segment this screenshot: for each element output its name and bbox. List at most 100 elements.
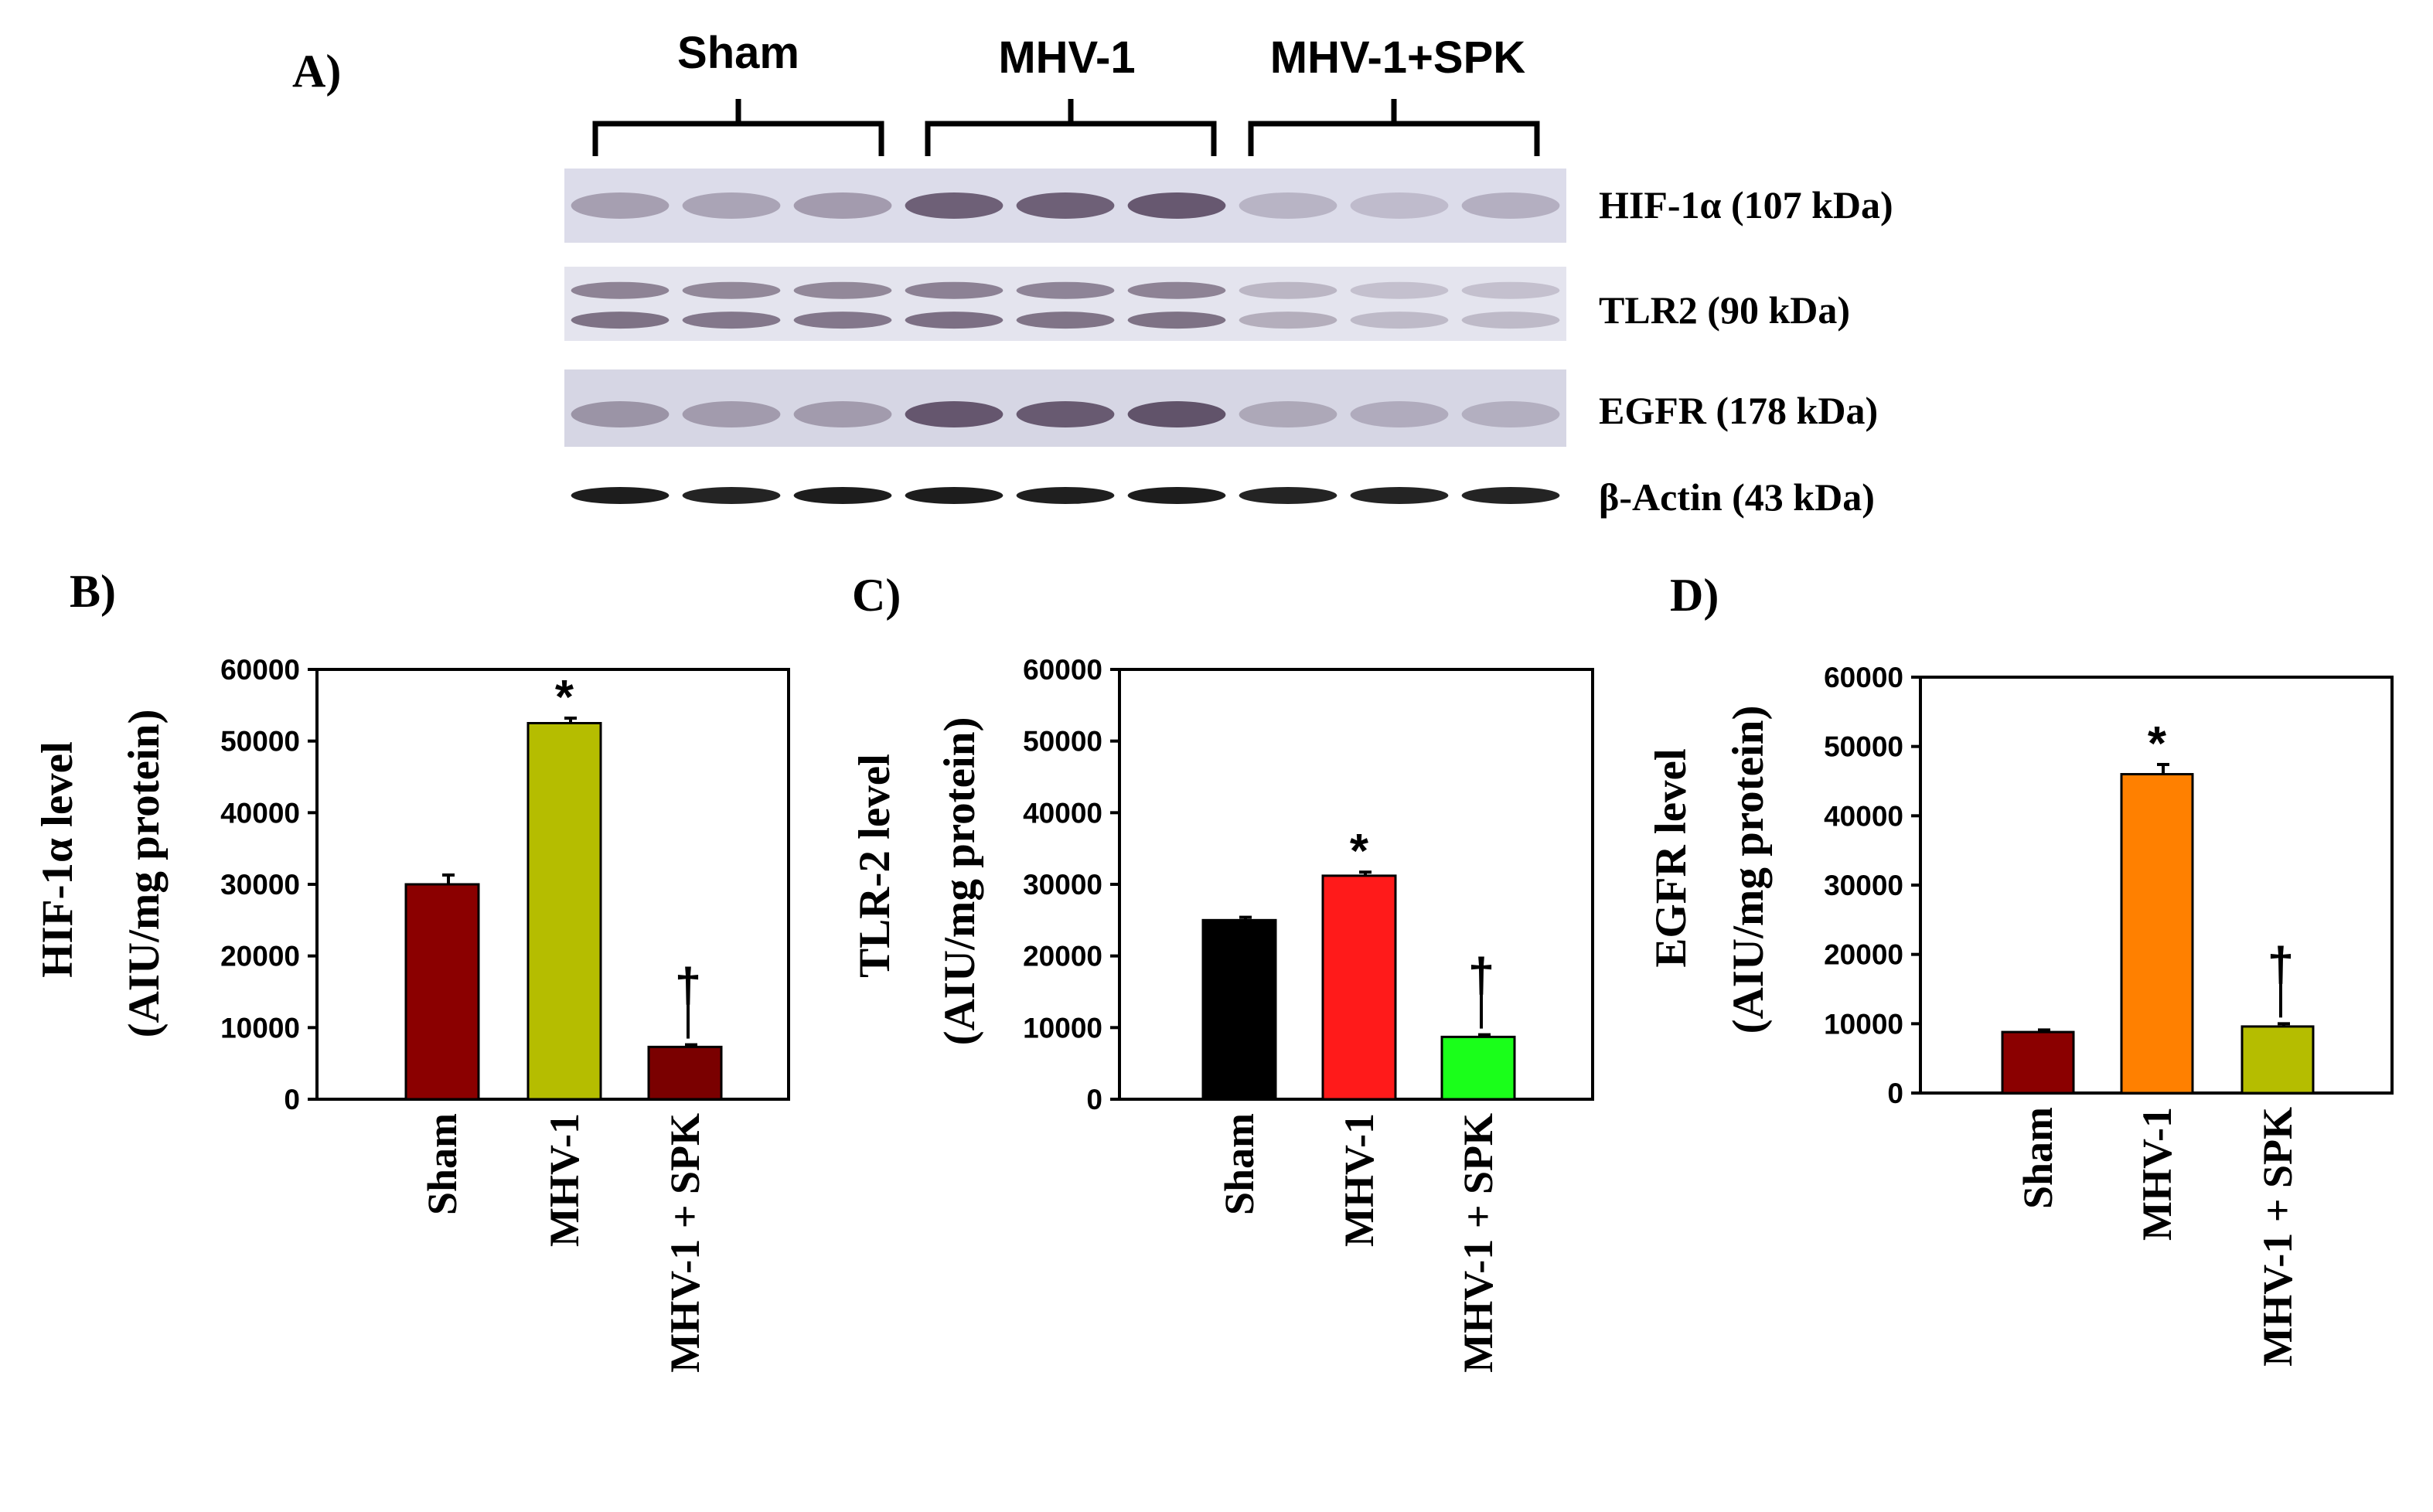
blot-panel: A) Sham MHV-1 MHV-1+SPK HIF-1α (107 kDa)… [292,28,1893,519]
blot-band [1461,401,1560,427]
y-tick-label: 40000 [1023,797,1102,829]
bar [2001,1030,2075,1095]
bracket-mhv1-spk [1248,99,1540,156]
blot-strips [564,169,1566,519]
significance-dagger: † [675,959,701,1013]
blot-band [1127,192,1226,219]
blot-band [571,281,670,299]
band-labels: HIF-1α (107 kDa) TLR2 (90 kDa) EGFR (178… [1599,183,1893,519]
y-tick-label: 60000 [220,654,300,686]
blot-band [1239,312,1337,329]
y-tick-label: 60000 [1023,654,1102,686]
blot-band [793,487,892,504]
bracket-mhv1 [925,99,1217,156]
blot-band [1350,192,1449,219]
bar [404,883,480,1101]
blot-band [905,281,1004,299]
blot-band [1016,487,1115,504]
chart-c-plot: 0 10000 20000 30000 40000 50000 60000 Sham * MHV-… [1023,654,1594,1373]
chart-c-panel-label: C) [852,570,901,621]
x-category-label: MHV-1 + SPK [2254,1107,2301,1367]
blot-band [1239,192,1337,219]
blot-band [1016,281,1115,299]
blot-band [571,487,670,504]
group-label-sham: Sham [677,28,799,78]
blot-strip [564,267,1566,341]
group-label-mhv1-spk: MHV-1+SPK [1270,32,1525,83]
group-label-mhv1: MHV-1 [998,32,1135,83]
chart-d-plot: 0 10000 20000 30000 40000 50000 60000 Sham * MHV-… [1824,662,2394,1367]
blot-band [1461,192,1560,219]
bar [1440,1035,1516,1101]
band-label-tlr2: TLR2 (90 kDa) [1599,288,1850,332]
significance-dagger: † [1468,949,1494,1003]
x-category-label: MHV-1 [2134,1107,2180,1241]
y-tick-label: 30000 [220,869,300,901]
chart-b-ylabel-line2: (AIU/mg protein) [120,710,169,1038]
blot-band [1127,487,1226,504]
blot-band [1127,312,1226,329]
chart-b-ylabel-line1: HIF-1α level [33,741,82,978]
band-label-hif1a: HIF-1α (107 kDa) [1599,183,1893,226]
y-tick-label: 0 [1887,1078,1903,1109]
y-tick-label: 50000 [220,726,300,758]
blot-band [571,401,670,427]
blot-band [1461,487,1560,504]
blot-band [1350,281,1449,299]
blot-band [1127,281,1226,299]
bracket-sham [592,99,884,156]
y-tick-label: 10000 [1023,1012,1102,1044]
blot-band [682,281,781,299]
band-label-actin: β-Actin (43 kDa) [1599,475,1875,519]
y-tick-label: 20000 [220,941,300,972]
blot-band [1350,401,1449,427]
band-label-egfr: EGFR (178 kDa) [1599,389,1878,432]
chart-c-ylabel-line1: TLR-2 level [850,754,899,978]
blot-band [905,312,1004,329]
blot-band [571,192,670,219]
chart-b-plot: 0 10000 20000 30000 40000 50000 60000 Sham * MHV-… [220,654,790,1373]
bar [2240,1025,2315,1095]
y-tick-label: 50000 [1023,726,1102,758]
blot-band [1350,312,1449,329]
x-category-label: MHV-1 [541,1113,588,1247]
y-tick-label: 40000 [1824,800,1903,832]
blot-band [1350,487,1449,504]
bar [647,1045,723,1101]
blot-band [1016,401,1115,427]
y-tick-label: 20000 [1824,939,1903,971]
blot-band [1461,281,1560,299]
group-labels: Sham MHV-1 MHV-1+SPK [677,28,1525,83]
blot-band [1239,281,1337,299]
blot-band [1127,401,1226,427]
significance-star: * [555,671,574,724]
blot-band [1016,192,1115,219]
chart-panel-c: C) TLR-2 level (AIU/mg protein) 0 10000 20… [850,570,1594,1373]
y-tick-label: 40000 [220,797,300,829]
y-tick-label: 30000 [1824,870,1903,901]
x-category-label: Sham [419,1113,465,1215]
chart-d-ylabel-line2: (AIU/mg protein) [1724,706,1773,1034]
blot-band [682,401,781,427]
chart-d-ylabel-line1: EGFR level [1647,748,1695,967]
y-tick-label: 20000 [1023,941,1102,972]
significance-dagger: † [2268,938,2294,991]
bar [1201,918,1277,1101]
blot-band [793,192,892,219]
y-tick-label: 60000 [1824,662,1903,693]
x-category-label: MHV-1 + SPK [662,1113,708,1373]
significance-star: * [2148,717,2167,771]
blot-band [905,401,1004,427]
blot-band [571,312,670,329]
y-tick-label: 50000 [1824,731,1903,763]
chart-b-panel-label: B) [70,566,116,617]
bar [2120,773,2194,1095]
blot-band [1461,312,1560,329]
blot-band [905,487,1004,504]
blot-band [682,487,781,504]
bar [1321,874,1397,1101]
blot-band [793,312,892,329]
bar [526,722,602,1101]
y-tick-label: 10000 [1824,1008,1903,1040]
